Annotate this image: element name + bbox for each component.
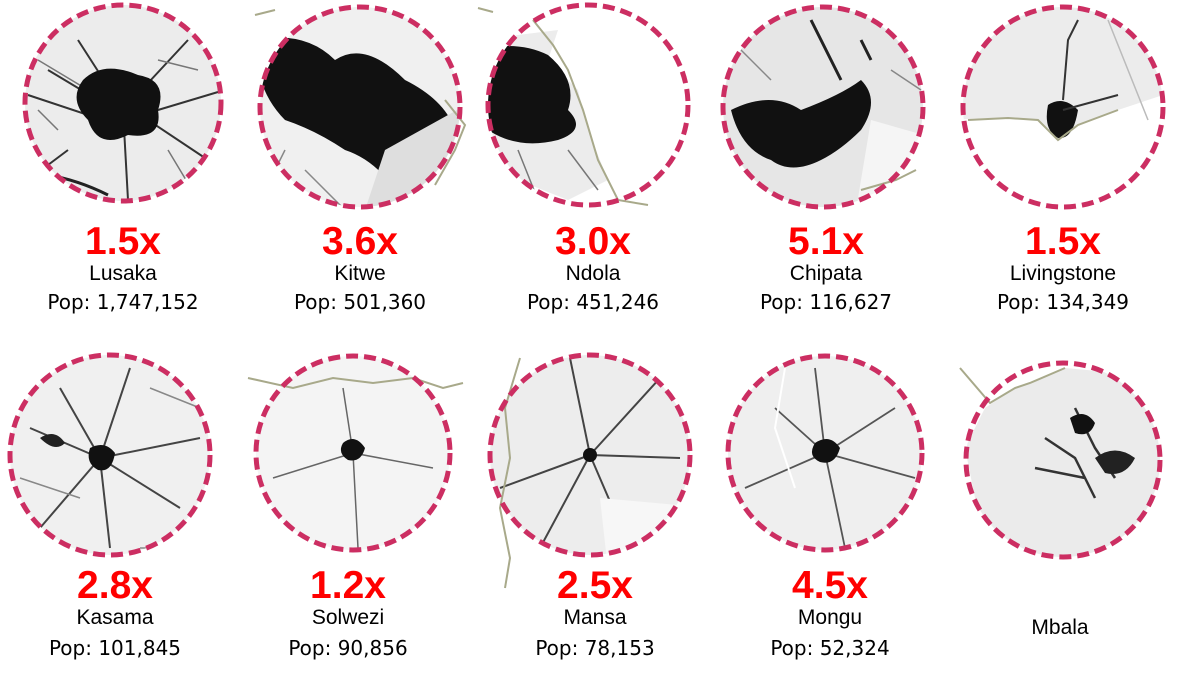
city-panel-mansa: 2.5x Mansa Pop: 78,153 bbox=[480, 348, 710, 668]
population: Pop: 78,153 bbox=[535, 636, 655, 660]
city-panel-mongu: 4.5x Mongu Pop: 52,324 bbox=[715, 348, 945, 668]
population: Pop: 101,845 bbox=[48, 636, 182, 660]
city-map-solwezi bbox=[247, 353, 464, 553]
city-name: Kitwe bbox=[334, 262, 386, 285]
multiplier: 1.5x bbox=[1025, 220, 1101, 263]
city-panel-livingstone: 1.5x Livingstone Pop: 134,349 bbox=[948, 0, 1178, 320]
city-map-kasama bbox=[7, 352, 213, 558]
city-panel-lusaka: 1.5x Lusaka Pop: 1,747,152 bbox=[8, 0, 238, 320]
population: Pop: 1,747,152 bbox=[47, 290, 199, 314]
city-panel-chipata: 5.1x Chipata Pop: 116,627 bbox=[711, 0, 941, 320]
multiplier: 4.5x bbox=[792, 564, 868, 607]
city-map-chipata bbox=[720, 4, 926, 210]
multiplier: 1.2x bbox=[310, 564, 386, 607]
multiplier: 2.8x bbox=[77, 564, 153, 607]
population: Pop: 451,246 bbox=[526, 290, 660, 314]
city-panel-kasama: 2.8x Kasama Pop: 101,845 bbox=[0, 348, 230, 668]
city-panel-kitwe: 3.6x Kitwe Pop: 501,360 bbox=[245, 0, 475, 320]
multiplier: 2.5x bbox=[557, 564, 633, 607]
multiplier: 1.5x bbox=[85, 220, 161, 263]
city-map-mansa bbox=[487, 352, 693, 589]
city-name: Solwezi bbox=[311, 606, 385, 629]
population: Pop: 90,856 bbox=[288, 636, 408, 660]
population: Pop: 116,627 bbox=[759, 290, 893, 314]
city-panel-solwezi: 1.2x Solwezi Pop: 90,856 bbox=[233, 348, 464, 668]
city-map-lusaka bbox=[22, 2, 224, 204]
city-name: Ndola bbox=[565, 262, 621, 285]
city-map-livingstone bbox=[960, 4, 1166, 210]
city-name: Mongu bbox=[797, 606, 863, 629]
city-name: Kasama bbox=[76, 606, 154, 629]
city-name: Mansa bbox=[563, 606, 627, 629]
city-name: Mbala bbox=[1031, 616, 1089, 639]
city-map-ndola bbox=[477, 2, 691, 208]
population: Pop: 501,360 bbox=[293, 290, 427, 314]
multiplier: 5.1x bbox=[788, 220, 864, 263]
city-name: Lusaka bbox=[89, 262, 157, 285]
city-name: Livingstone bbox=[1009, 262, 1117, 285]
city-map-mongu bbox=[725, 353, 925, 553]
multiplier: 3.6x bbox=[322, 220, 398, 263]
population: Pop: 134,349 bbox=[996, 290, 1130, 314]
city-map-mbala bbox=[959, 360, 1163, 560]
city-map-kitwe bbox=[254, 4, 467, 210]
city-panel-mbala: Mbala bbox=[945, 348, 1175, 668]
population: Pop: 52,324 bbox=[770, 636, 890, 660]
city-name: Chipata bbox=[789, 262, 863, 285]
city-panel-ndola: 3.0x Ndola Pop: 451,246 bbox=[477, 0, 708, 320]
multiplier: 3.0x bbox=[555, 220, 631, 263]
